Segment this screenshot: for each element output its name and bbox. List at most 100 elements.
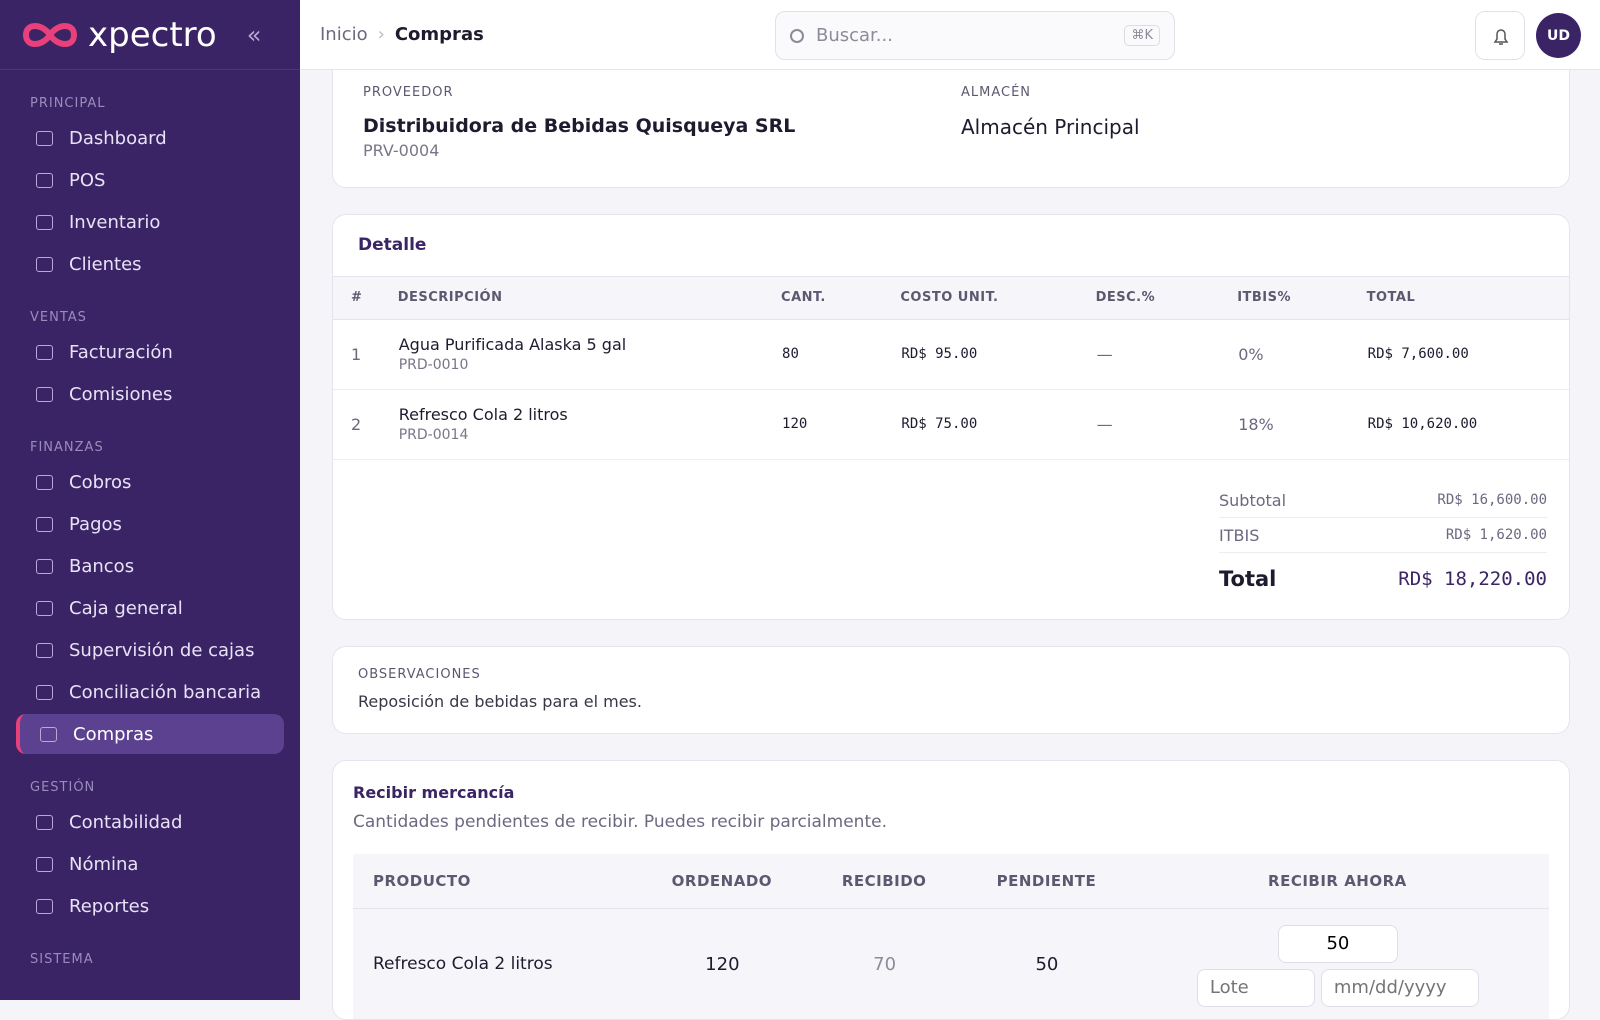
nav-label: POS <box>69 169 106 191</box>
nav-item[interactable]: Conciliación bancaria <box>16 672 284 712</box>
nav-section-title: VENTAS <box>30 310 87 325</box>
nav-label: Dashboard <box>69 127 167 149</box>
notes-card: OBSERVACIONES Reposición de bebidas para… <box>332 646 1570 734</box>
nav-label: Reportes <box>69 895 150 917</box>
lot-input[interactable] <box>1196 968 1315 1007</box>
itbis-rate: 18% <box>1238 414 1274 434</box>
row-number: 1 <box>351 344 362 364</box>
column-header: ORDENADO <box>671 871 773 890</box>
crumb: Compras <box>394 24 484 45</box>
column-header: RECIBIDO <box>841 871 927 890</box>
total-row: Subtotal RD$ 16,600.00 <box>1219 483 1547 518</box>
notes-text: Reposición de bebidas para el mes. <box>358 692 642 711</box>
unit-cost: RD$ 95.00 <box>901 346 978 362</box>
quantity-input[interactable] <box>1277 924 1398 963</box>
nav-section-title: FINANZAS <box>30 440 104 455</box>
nav-item[interactable]: Bancos <box>16 546 284 586</box>
product-code: PRD-0014 <box>398 427 469 443</box>
total-value: RD$ 16,600.00 <box>1437 492 1547 508</box>
header-row: PRODUCTO ORDENADO RECIBIDO PENDIENTE RECIBIR… <box>353 854 1549 908</box>
nav-icon <box>36 814 53 830</box>
nav-item[interactable]: Facturación <box>16 332 284 372</box>
nav-item[interactable]: Comisiones <box>16 374 284 414</box>
nav-label: Contabilidad <box>69 811 183 833</box>
nav-item[interactable]: Reportes <box>16 886 284 926</box>
nav-item[interactable]: Dashboard <box>16 118 284 158</box>
row-number: 2 <box>351 414 362 434</box>
nav-section-title: GESTIÓN <box>30 780 96 795</box>
nav-icon <box>36 130 53 146</box>
column-header: DESC.% <box>1095 290 1156 306</box>
description: Agua Purificada Alaska 5 gal PRD-0010 <box>398 319 781 389</box>
column-header: CANT. <box>781 290 826 306</box>
nav-label: Conciliación bancaria <box>69 681 262 703</box>
nav-label: Comisiones <box>69 383 173 405</box>
card-subtitle: Cantidades pendientes de recibir. Puedes… <box>353 812 887 832</box>
notifications[interactable] <box>1475 11 1525 60</box>
line-total: RD$ 10,620.00 <box>1367 416 1478 432</box>
itbis-rate: 0% <box>1238 344 1264 364</box>
nav-item[interactable]: Nómina <box>16 844 284 884</box>
nav-icon <box>36 856 53 872</box>
table-row: 1 Agua Purificada Alaska 5 gal PRD-0010 80 R… <box>333 319 1569 389</box>
nav-label: Inventario <box>69 211 161 233</box>
received: 70 <box>873 953 897 975</box>
nav-item[interactable]: Supervisión de cajas <box>16 630 284 670</box>
nav-item[interactable]: Compras <box>16 714 284 754</box>
column-header: RECIBIR AHORA <box>1268 871 1407 890</box>
column-header: ITBIS% <box>1237 290 1292 306</box>
nav-icon <box>40 726 57 742</box>
nav-item[interactable]: Clientes <box>16 244 284 284</box>
search[interactable]: Buscar... ⌘K <box>775 11 1175 60</box>
nav-icon <box>36 344 53 360</box>
nav-item[interactable]: Inventario <box>16 202 284 242</box>
receive-table: PRODUCTO ORDENADO RECIBIDO PENDIENTE RECIBIR… <box>353 854 1549 1019</box>
nav-item[interactable]: Cobros <box>16 462 284 502</box>
logo <box>22 22 78 47</box>
receive-card: Recibir mercancía Cantidades pendientes … <box>332 760 1570 1020</box>
product-code: PRD-0010 <box>398 357 469 373</box>
total-row: Total RD$ 18,220.00 <box>1219 553 1547 605</box>
nav-icon <box>36 642 53 658</box>
nav-item[interactable]: Contabilidad <box>16 802 284 842</box>
total-label: ITBIS <box>1219 525 1260 545</box>
nav-label: Cobros <box>69 471 132 493</box>
nav-label: Supervisión de cajas <box>69 639 255 661</box>
nav-section-title: SISTEMA <box>30 952 94 967</box>
nav-item[interactable]: POS <box>16 160 284 200</box>
search-placeholder: Buscar... <box>816 25 893 46</box>
nav-icon <box>36 516 53 532</box>
header-row: # DESCRIPCIÓN CANT. COSTO UNIT. DESC.% ITBIS%… <box>333 277 1569 319</box>
detail-table: # DESCRIPCIÓN CANT. COSTO UNIT. DESC.% ITBIS%… <box>333 277 1569 460</box>
date-input[interactable] <box>1320 968 1479 1007</box>
supplier-name: Distribuidora de Bebidas Quisqueya SRL <box>363 115 796 137</box>
column-header: # <box>351 290 363 306</box>
description: Refresco Cola 2 litros PRD-0014 <box>398 389 781 459</box>
receive-now <box>1127 908 1549 1019</box>
crumb[interactable]: Inicio <box>320 24 368 45</box>
table-row: 2 Refresco Cola 2 litros PRD-0014 120 RD$ 75… <box>333 389 1569 459</box>
total-row: ITBIS RD$ 1,620.00 <box>1219 518 1547 553</box>
avatar[interactable]: UD <box>1536 13 1581 58</box>
breadcrumb: Inicio › Compras <box>320 24 484 45</box>
product-name: Refresco Cola 2 litros <box>373 954 553 975</box>
discount: — <box>1096 344 1113 364</box>
nav-item[interactable]: Caja general <box>16 588 284 628</box>
column-header: DESCRIPCIÓN <box>397 290 503 306</box>
total-label: Subtotal <box>1219 490 1287 510</box>
total-value: RD$ 1,620.00 <box>1445 527 1547 543</box>
pending: 50 <box>1035 953 1059 975</box>
nav-icon <box>36 684 53 700</box>
nav-label: Nómina <box>69 853 139 875</box>
nav-icon <box>36 256 53 272</box>
collapse-button[interactable]: « <box>246 20 262 49</box>
ordered: 120 <box>705 953 740 975</box>
shortcut: ⌘K <box>1124 25 1160 46</box>
brand: xpectro « <box>0 0 300 70</box>
quantity: 80 <box>782 346 799 362</box>
column-header: TOTAL <box>1366 290 1416 306</box>
table-row: Refresco Cola 2 litros 120 70 50 <box>353 908 1549 1019</box>
nav-item[interactable]: Pagos <box>16 504 284 544</box>
